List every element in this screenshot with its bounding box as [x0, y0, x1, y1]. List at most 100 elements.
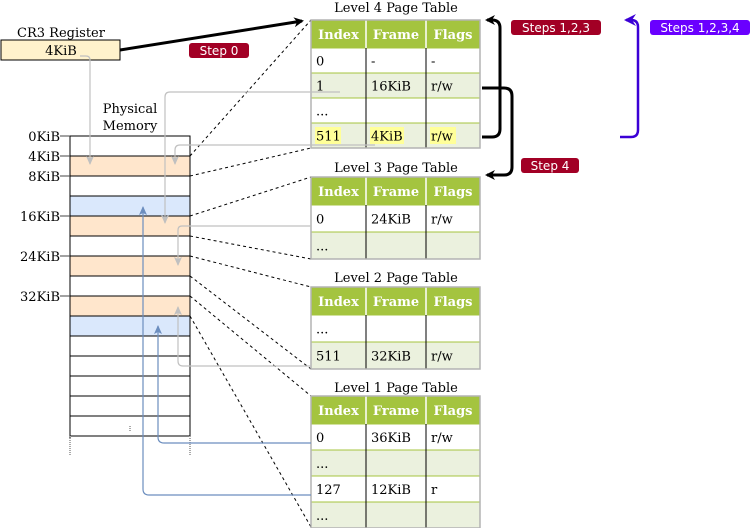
memory-frame	[69, 295, 191, 317]
table-header	[311, 20, 480, 48]
table-header	[311, 177, 480, 205]
step0-label: Step 0	[200, 44, 239, 58]
table-row: 1 16KiB r/w	[310, 72, 481, 99]
table-cell: ...	[316, 240, 328, 255]
step4-badge: Step 4	[521, 158, 579, 173]
step0-badge: Step 0	[189, 43, 249, 58]
memory-frame	[69, 355, 191, 377]
cr3-to-memory-link	[80, 55, 94, 165]
table-cell: 511	[316, 350, 341, 365]
table-border	[310, 19, 481, 149]
column-header: Frame	[373, 295, 419, 310]
table-cell: -	[431, 55, 435, 70]
l1-frame-links	[139, 206, 311, 496]
column-header: Index	[318, 404, 359, 419]
table-cell: 1	[316, 80, 324, 95]
table-cell: -	[371, 55, 375, 70]
table-cell: 0	[316, 431, 324, 446]
memory-frame	[69, 395, 191, 417]
memory-title-line2: Memory	[103, 119, 158, 134]
table-cell: r/w	[431, 130, 453, 145]
table-border	[310, 176, 481, 260]
table-cell: 12KiB	[371, 483, 411, 498]
steps1234-label: Steps 1,2,3,4	[660, 21, 739, 35]
table-row: ...	[310, 97, 481, 124]
l4-entry1-link	[161, 91, 340, 224]
table-cell: r	[431, 483, 438, 498]
memory-address-label: 16KiB	[20, 210, 60, 225]
table-cell: r/w	[431, 350, 453, 365]
memory-continuation-marks	[69, 426, 191, 456]
column-header: Flags	[434, 185, 473, 200]
table-row: ...	[310, 314, 481, 343]
table-cell: 0	[316, 213, 324, 228]
physical-memory: Physical Memory 0KiB 4KiB 8KiB 16KiB 24KiB 32…	[20, 102, 191, 456]
column-header: Frame	[373, 185, 419, 200]
table-cell: 4KiB	[371, 130, 403, 145]
table-row: ...	[310, 501, 481, 528]
steps1234-badge: Steps 1,2,3,4	[650, 20, 750, 35]
memory-frame	[69, 375, 191, 397]
l4-entry511-link	[171, 144, 375, 165]
memory-frame	[69, 255, 191, 277]
memory-address-label: 32KiB	[20, 290, 60, 305]
steps123-badge: Steps 1,2,3	[511, 20, 601, 35]
table-row: 0 36KiB r/w	[310, 423, 481, 451]
memory-frame	[69, 315, 191, 337]
cr3-register: CR3 Register 4KiB	[0, 26, 121, 61]
memory-frame	[69, 195, 191, 217]
table-cell: 16KiB	[371, 80, 411, 95]
level-1-page-table: Level 1 Page Table Index Frame Flags 0 36KiB r…	[310, 381, 481, 528]
table-title: Level 4 Page Table	[334, 1, 458, 16]
steps1234-arrow	[620, 14, 640, 139]
cr3-value: 4KiB	[45, 44, 77, 59]
memory-frame	[69, 155, 191, 177]
table-row: 0 24KiB r/w	[310, 204, 481, 233]
steps123-label: Steps 1,2,3	[522, 21, 590, 35]
memory-address-label: 8KiB	[28, 170, 60, 185]
column-header: Flags	[434, 28, 473, 43]
column-header: Index	[318, 185, 359, 200]
step4-label: Step 4	[531, 159, 570, 173]
table-cell: ...	[316, 323, 328, 338]
memory-frame	[69, 275, 191, 297]
l3-entry0-link	[174, 225, 311, 266]
column-header: Index	[318, 295, 359, 310]
cell-highlight	[315, 127, 341, 144]
table-cell: r/w	[431, 431, 453, 446]
memory-title-line1: Physical	[103, 102, 157, 117]
l1-entry127-link	[139, 206, 311, 496]
memory-frame	[69, 135, 191, 157]
table-frame-links	[80, 55, 375, 367]
column-header: Index	[318, 28, 359, 43]
table-header	[311, 396, 480, 424]
table-cell: 32KiB	[371, 350, 411, 365]
frame-guide-lines	[189, 19, 312, 528]
table-title: Level 3 Page Table	[334, 161, 458, 176]
l1-entry0-link	[154, 325, 311, 444]
table-title: Level 2 Page Table	[334, 271, 458, 286]
l2-entry511-link	[174, 306, 311, 367]
table-title: Level 1 Page Table	[334, 381, 458, 396]
table-cell: 36KiB	[371, 431, 411, 446]
memory-address-label: 0KiB	[28, 130, 60, 145]
table-cell: ...	[316, 105, 328, 120]
table-cell: 127	[316, 483, 341, 498]
column-header: Frame	[373, 404, 419, 419]
memory-address-label: 24KiB	[20, 250, 60, 265]
table-cell: 0	[316, 55, 324, 70]
steps123-arrow	[482, 15, 502, 139]
column-header: Flags	[434, 295, 473, 310]
level-4-page-table: Level 4 Page Table Index Frame Flags 0 - - 1 16K…	[310, 1, 481, 149]
step4-arrow	[482, 86, 514, 180]
table-cell: ...	[316, 457, 328, 472]
table-border	[310, 395, 481, 528]
table-cell: r/w	[431, 213, 453, 228]
memory-frame	[69, 215, 191, 237]
level-3-page-table: Level 3 Page Table Index Frame Flags 0 24KiB r…	[310, 161, 481, 260]
table-border	[310, 286, 481, 370]
table-cell: 511	[316, 130, 341, 145]
memory-frame	[69, 175, 191, 197]
table-row: 511 4KiB r/w	[310, 122, 481, 149]
